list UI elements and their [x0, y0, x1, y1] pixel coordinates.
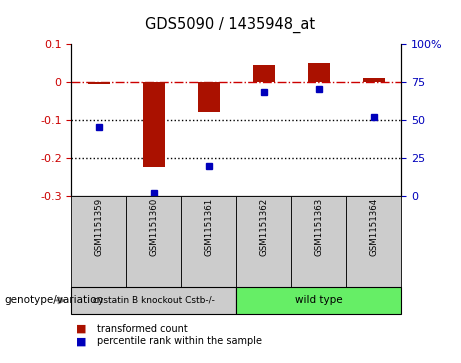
Bar — [363, 78, 384, 82]
Text: ■: ■ — [76, 323, 87, 334]
Text: GSM1151361: GSM1151361 — [204, 198, 213, 256]
Text: percentile rank within the sample: percentile rank within the sample — [97, 336, 262, 346]
Text: GDS5090 / 1435948_at: GDS5090 / 1435948_at — [145, 16, 316, 33]
Bar — [198, 82, 220, 112]
Text: transformed count: transformed count — [97, 323, 188, 334]
Text: GSM1151363: GSM1151363 — [314, 198, 323, 256]
Bar — [253, 65, 275, 82]
Bar — [88, 82, 110, 83]
Text: GSM1151362: GSM1151362 — [259, 198, 268, 256]
Text: wild type: wild type — [295, 295, 343, 305]
Text: ■: ■ — [76, 336, 87, 346]
Bar — [143, 82, 165, 167]
Text: genotype/variation: genotype/variation — [5, 295, 104, 305]
Text: GSM1151360: GSM1151360 — [149, 198, 159, 256]
Text: GSM1151364: GSM1151364 — [369, 198, 378, 256]
Bar — [307, 64, 330, 82]
Text: GSM1151359: GSM1151359 — [95, 198, 103, 256]
Text: cystatin B knockout Cstb-/-: cystatin B knockout Cstb-/- — [93, 296, 215, 305]
